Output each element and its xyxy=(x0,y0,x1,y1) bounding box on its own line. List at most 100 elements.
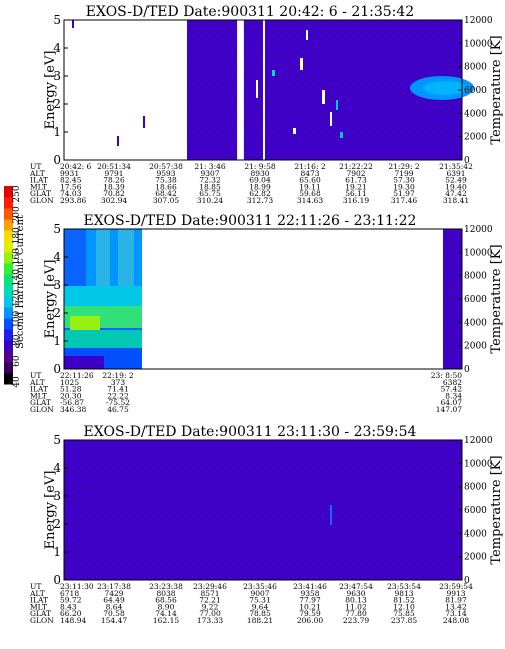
table-cell: 9307 xyxy=(200,169,219,178)
panel-1-streak xyxy=(256,80,258,98)
temperature-tick-label: 2000 xyxy=(464,553,487,563)
colorbar-swatch xyxy=(4,362,13,374)
table-cell: 8.90 xyxy=(158,602,175,611)
table-cell: 75.85 xyxy=(393,609,415,618)
colorbar-tick-label: 250 xyxy=(12,185,22,202)
panel-1-streak xyxy=(72,20,74,28)
panel-3-y-axis: 0 1 2 3 4 5 xyxy=(53,433,68,587)
table-cell: -75.52 xyxy=(106,398,130,407)
panel-1-streak xyxy=(272,70,275,76)
table-cell: 23:23:38 xyxy=(149,582,183,591)
table-cell: 18.85 xyxy=(199,182,221,191)
table-cell: 21:16: 2 xyxy=(294,162,326,171)
panel-1-streak xyxy=(117,136,119,146)
temperature-tick-label: 8000 xyxy=(464,63,487,73)
table-cell: 9.64 xyxy=(252,602,269,611)
panel-1-title: EXOS-D/TED Date:900311 20:42: 6 - 21:35:… xyxy=(86,4,414,20)
table-cell: 81.97 xyxy=(445,596,467,605)
table-cell: 21:35:42 xyxy=(439,162,473,171)
table-cell: 74.14 xyxy=(155,609,177,618)
table-cell: 21:29: 2 xyxy=(388,162,420,171)
panel-1-streak xyxy=(336,100,338,110)
table-cell: 72.32 xyxy=(199,176,221,185)
table-cell: 71.41 xyxy=(107,385,128,394)
panel-3-streak xyxy=(330,505,332,525)
table-cell: 17.56 xyxy=(60,182,82,191)
temperature-tick-label: 10000 xyxy=(464,39,493,49)
y-tick-label: 1 xyxy=(53,125,61,139)
panel-1-marks xyxy=(72,20,474,146)
table-cell: 70.58 xyxy=(103,609,125,618)
table-cell: 77.97 xyxy=(299,596,321,605)
colorbar-ticks: 40 60 80 100 120 140 160 180 200 250 xyxy=(12,185,22,388)
table-cell: 8038 xyxy=(156,589,175,598)
colorbar-tick-label: 60 xyxy=(12,355,22,367)
table-cell: 9358 xyxy=(300,589,319,598)
temperature-tick-label: 10000 xyxy=(464,459,493,469)
colorbar-label: Second Harmonic Current xyxy=(15,215,26,349)
table-cell: 21: 3:46 xyxy=(194,162,226,171)
colorbar-swatch xyxy=(4,373,13,385)
table-cell: 237.85 xyxy=(391,616,417,625)
table-row-label: ILAT xyxy=(30,596,48,605)
temperature-tick-label: 12000 xyxy=(464,436,493,446)
table-cell: 18.39 xyxy=(103,182,125,191)
panel-2-ylabel: Energy [eV] xyxy=(43,260,58,339)
table-cell: 23:41:46 xyxy=(293,582,327,591)
table-cell: 223.79 xyxy=(343,616,369,625)
y-tick-label: 5 xyxy=(53,433,61,447)
table-row-label: MLT xyxy=(30,602,47,611)
colorbar-tick-label: 80 xyxy=(12,334,22,346)
panel-3: EXOS-D/TED Date:900311 23:11:30 - 23:59:… xyxy=(29,424,504,625)
table-cell: 9007 xyxy=(250,589,269,598)
table-cell: 23:29:46 xyxy=(193,582,227,591)
panel-1-streak xyxy=(306,30,308,40)
table-cell: 9.22 xyxy=(202,602,219,611)
table-row-label: UT xyxy=(30,162,41,171)
temperature-tick-label: 8000 xyxy=(464,483,487,493)
panel-2-data-right xyxy=(443,229,462,369)
table-cell: 8.43 xyxy=(60,602,77,611)
panel-1-plot xyxy=(63,19,474,161)
table-cell: 188.21 xyxy=(247,616,273,625)
temperature-tick-label: 12000 xyxy=(464,16,493,26)
table-cell: 9630 xyxy=(346,589,365,598)
table-cell: 6391 xyxy=(446,169,465,178)
table-cell: 11.02 xyxy=(345,602,367,611)
table-cell: 23:35:46 xyxy=(243,582,277,591)
panel-2-y-axis: 0 1 2 3 4 5 xyxy=(53,222,68,376)
panel-3-temperature-axis: 0 2000 4000 6000 8000 10000 12000 xyxy=(458,436,493,586)
table-cell: 248.08 xyxy=(443,616,469,625)
panel-3-ylabel-right: Temperature [K] xyxy=(489,455,504,564)
table-cell: 20.30 xyxy=(60,391,82,400)
table-cell: 162.15 xyxy=(153,616,179,625)
colorbar-swatch xyxy=(4,307,13,319)
data-gap xyxy=(237,20,244,160)
table-cell: 20:57:38 xyxy=(149,162,183,171)
panel-3-data-region xyxy=(64,440,462,580)
table-cell: 23:11:30 xyxy=(60,582,94,591)
panel-2-plot xyxy=(63,228,463,370)
colorbar-swatch xyxy=(4,340,13,352)
y-tick-label: 5 xyxy=(53,13,61,27)
temperature-tick-label: 4000 xyxy=(464,318,487,328)
table-cell: 52.49 xyxy=(445,176,467,185)
table-cell: 66.20 xyxy=(60,609,82,618)
colorbar-tick-label: 160 xyxy=(12,248,22,265)
table-cell: 173.33 xyxy=(197,616,223,625)
colorbar-swatch xyxy=(4,208,13,220)
y-tick-label: 0 xyxy=(53,362,61,376)
table-cell: 307.05 xyxy=(153,196,179,205)
data-gap xyxy=(263,20,265,160)
temperature-tick-label: 2000 xyxy=(464,133,487,143)
temperature-tick-label: 2000 xyxy=(464,342,487,352)
table-row-label: GLON xyxy=(30,196,54,205)
table-cell: 9813 xyxy=(394,589,413,598)
table-cell: 75.31 xyxy=(249,596,270,605)
colorbar-swatch xyxy=(4,318,13,330)
y-tick-label: 2 xyxy=(53,517,61,531)
table-cell: 23:59:54 xyxy=(439,582,473,591)
table-cell: 310.24 xyxy=(197,196,223,205)
y-tick-label: 0 xyxy=(53,573,61,587)
